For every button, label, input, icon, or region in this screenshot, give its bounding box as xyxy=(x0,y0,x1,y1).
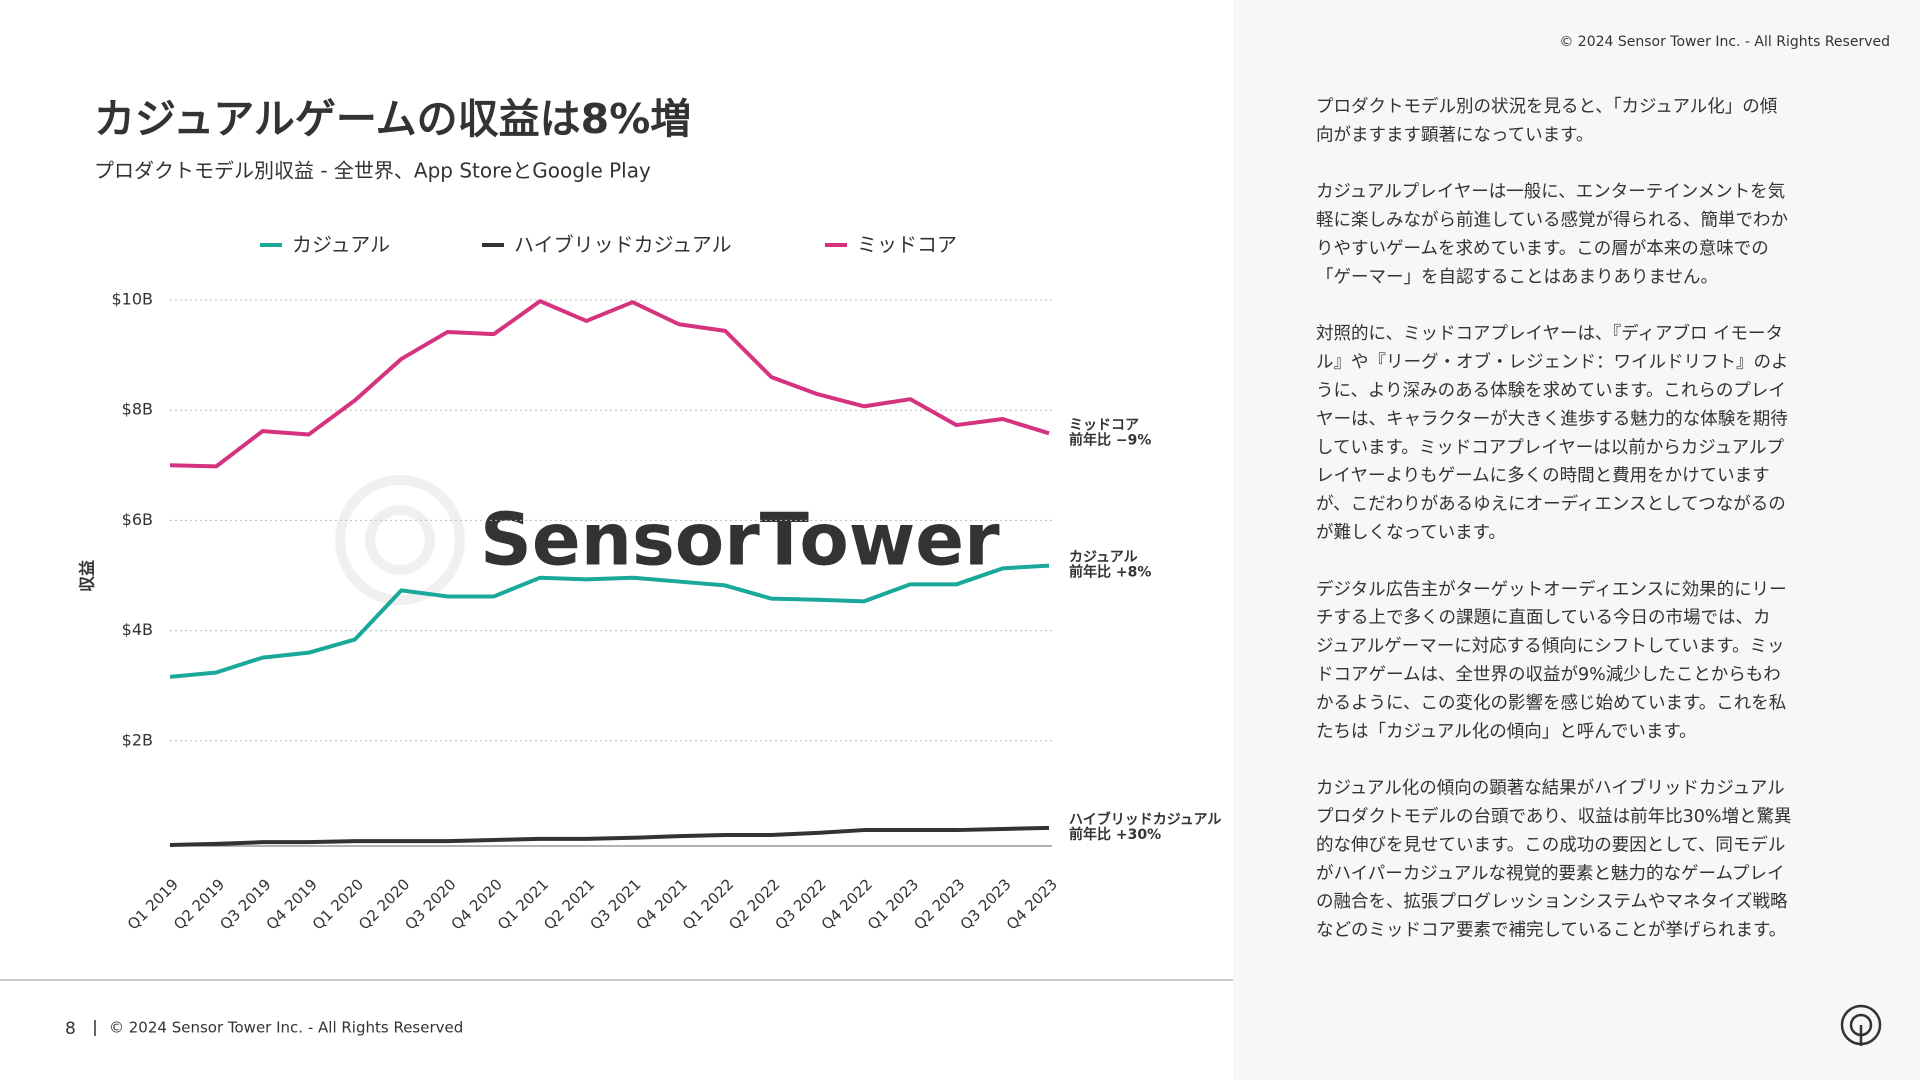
body-text: りやすいゲームを求めています。この層が本来の意味での xyxy=(1316,239,1769,259)
body-text: 向がますます顕著になっています。 xyxy=(1316,125,1593,145)
body-text: レイヤーよりもゲームに多くの時間と費用をかけています xyxy=(1316,466,1770,486)
body-text: ヤーは、キャラクターが大きく進歩する魅力的な体験を期待 xyxy=(1316,409,1788,429)
body-text: が、こだわりがあるゆえにオーディエンスとしてつながるの xyxy=(1316,494,1786,515)
body-text: プロダクトモデル別の状況を見ると、「カジュアル化」の傾 xyxy=(1316,96,1778,117)
side-panel xyxy=(1233,0,1920,1080)
title: カジュアルゲームの収益は8%増 xyxy=(94,95,691,143)
end-label: 前年比 −9% xyxy=(1069,431,1151,448)
y-tick-label: $6B xyxy=(122,510,153,529)
body-text: かるように、この変化の影響を感じ始めています。これを私 xyxy=(1316,693,1786,713)
body-text: の融合を、拡張プログレッションシステムやマネタイズ戦略 xyxy=(1316,892,1788,912)
body-text: ジュアルゲーマーに対応する傾向にシフトしています。ミッ xyxy=(1316,637,1784,657)
legend-label: ミッドコア xyxy=(857,233,957,257)
top-copyright: © 2024 Sensor Tower Inc. - All Rights Re… xyxy=(1559,34,1890,50)
x-tick-label: Q4 2023 xyxy=(1003,875,1061,933)
body-text: チする上で多くの課題に直面している今日の市場では、カ xyxy=(1316,608,1770,628)
body-text: 「ゲーマー」を自認することはあまりありません。 xyxy=(1316,267,1718,287)
series-line xyxy=(169,563,1050,679)
body-text: プロダクトモデルの台頭であり、収益は前年比30%増と驚異 xyxy=(1316,806,1792,827)
end-label: 前年比 +30% xyxy=(1069,826,1161,843)
y-tick-label: $8B xyxy=(122,400,153,419)
body-text: カジュアルプレイヤーは一般に、エンターテインメントを気 xyxy=(1316,182,1785,202)
body-text: カジュアル化の傾向の顕著な結果がハイブリッドカジュアル xyxy=(1316,778,1785,799)
subtitle: プロダクトモデル別収益 - 全世界、App StoreとGoogle Play xyxy=(94,159,651,183)
body-text: ル』や『リーグ・オブ・レジェンド：ワイルドリフト』のよ xyxy=(1316,352,1789,373)
series-line xyxy=(169,299,1050,469)
body-text: が難しくなっています。 xyxy=(1316,523,1506,543)
y-tick-label: $10B xyxy=(111,290,153,309)
legend-label: カジュアル xyxy=(292,233,390,257)
y-axis-label: 収益 xyxy=(78,560,97,592)
body-text: がハイパーカジュアルな視覚的要素と魅力的なゲームプレイ xyxy=(1316,864,1784,884)
body-text: 軽に楽しみながら前進している感覚が得られる、簡単でわか xyxy=(1316,211,1788,231)
body-text: しています。ミッドコアプレイヤーは以前からカジュアルプ xyxy=(1316,438,1784,458)
body-text: うに、より深みのある体験を求めています。これらのプレイ xyxy=(1316,381,1786,401)
legend-label: ハイブリッドカジュアル xyxy=(514,233,732,257)
series-line xyxy=(169,825,1050,847)
body-text: などのミッドコア要素で補完していることが挙げられます。 xyxy=(1316,921,1786,941)
body-text: たちは「カジュアル化の傾向」と呼んでいます。 xyxy=(1316,722,1697,742)
end-label: ミッドコア xyxy=(1069,417,1139,433)
y-tick-label: $2B xyxy=(122,730,153,749)
copyright: © 2024 Sensor Tower Inc. - All Rights Re… xyxy=(109,1019,463,1037)
end-label: カジュアル xyxy=(1069,550,1138,566)
end-label: ハイブリッドカジュアル xyxy=(1069,811,1221,828)
y-tick-label: $4B xyxy=(122,620,153,639)
watermark: SensorTower xyxy=(480,498,1000,582)
page-number: 8 xyxy=(65,1019,76,1039)
logo xyxy=(1840,1004,1882,1046)
body-text: 的な伸びを見せています。この成功の要因として、同モデル xyxy=(1316,834,1785,855)
watermark-logo xyxy=(335,475,465,605)
body-text: 対照的に、ミッドコアプレイヤーは、『ディアブロ イモータ xyxy=(1316,323,1783,344)
body-text: デジタル広告主がターゲットオーディエンスに効果的にリー xyxy=(1316,579,1787,600)
end-label: 前年比 +8% xyxy=(1069,564,1151,581)
body-text: ドコアゲームは、全世界の収益が9%減少したことからもわ xyxy=(1316,665,1781,685)
